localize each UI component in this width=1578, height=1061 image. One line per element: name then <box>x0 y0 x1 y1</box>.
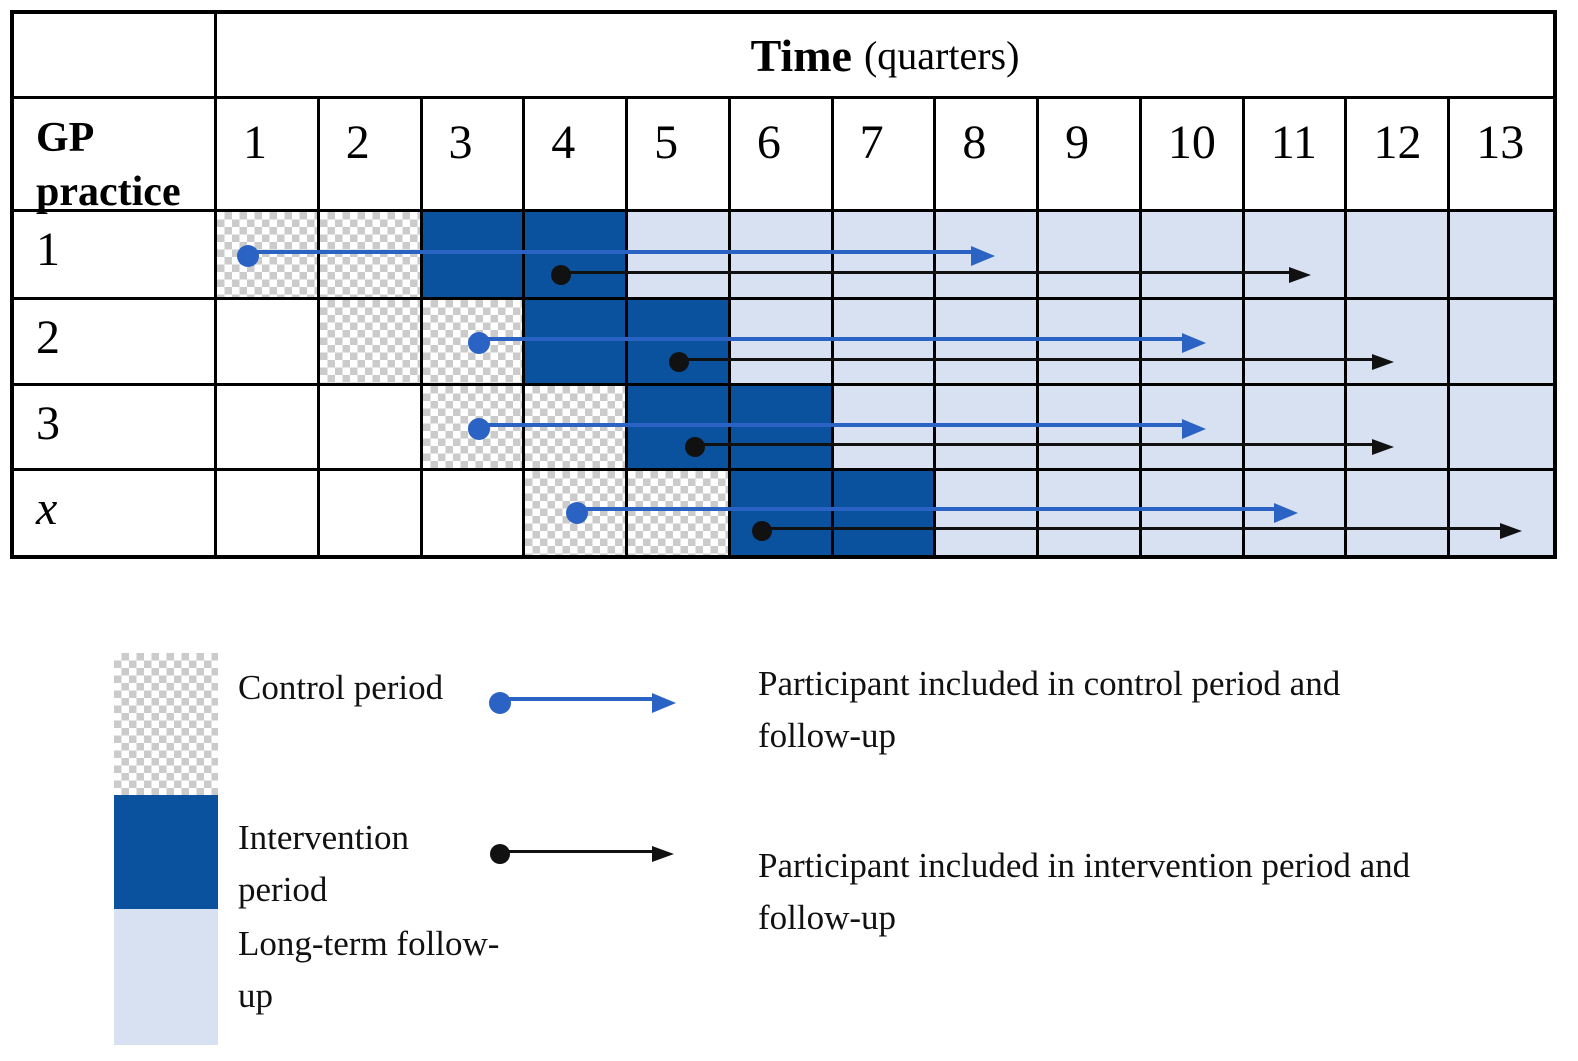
period-cell-2-q2 <box>319 300 423 386</box>
period-cell-1-q12 <box>1347 212 1451 300</box>
row-label-x: x <box>14 471 217 555</box>
period-cell-1-q6 <box>730 212 834 300</box>
period-cell-1-q1 <box>217 212 320 300</box>
period-cell-2-q9 <box>1039 300 1142 386</box>
period-cell-2-q13 <box>1450 300 1553 386</box>
period-cell-x-q3 <box>422 471 526 555</box>
period-cell-1-q11 <box>1244 212 1348 300</box>
row-label-3: 3 <box>14 386 217 471</box>
period-cell-1-q9 <box>1039 212 1142 300</box>
period-cell-3-q4 <box>525 386 629 471</box>
quarter-header-1: 1 <box>217 99 320 212</box>
period-cell-3-q6 <box>730 386 834 471</box>
period-cell-1-q13 <box>1450 212 1553 300</box>
quarter-header-7: 7 <box>833 99 937 212</box>
corner-cell <box>14 14 217 99</box>
period-cell-1-q10 <box>1141 212 1245 300</box>
long-term-follow-up-label: Long-term follow- up <box>238 918 499 1022</box>
period-cell-x-q12 <box>1347 471 1451 555</box>
period-cell-3-q8 <box>936 386 1040 471</box>
period-cell-x-q6 <box>730 471 834 555</box>
period-cell-3-q2 <box>319 386 423 471</box>
period-cell-x-q1 <box>217 471 320 555</box>
period-cell-2-q7 <box>833 300 937 386</box>
period-cell-3-q5 <box>628 386 731 471</box>
intervention-participant-description: Participant included in intervention per… <box>758 840 1458 944</box>
time-unit-label: (quarters) <box>863 32 1020 78</box>
period-cell-3-q3 <box>422 386 526 471</box>
quarter-header-4: 4 <box>525 99 629 212</box>
quarter-header-8: 8 <box>936 99 1040 212</box>
period-cell-2-q4 <box>525 300 629 386</box>
row-label-2: 2 <box>14 300 217 386</box>
control-period-label-line1: Control period <box>238 668 444 707</box>
intervention-period-swatch <box>114 795 218 909</box>
quarter-header-3: 3 <box>422 99 526 212</box>
quarter-header-12: 12 <box>1347 99 1451 212</box>
quarter-header-9: 9 <box>1039 99 1142 212</box>
period-cell-x-q7 <box>833 471 937 555</box>
control-participant-description-line2: follow-up <box>758 716 897 755</box>
period-cell-x-q2 <box>319 471 423 555</box>
row-label-1: 1 <box>14 212 217 300</box>
control-participant-description-line1: Participant included in control period a… <box>758 664 1341 703</box>
period-cell-3-q12 <box>1347 386 1451 471</box>
period-cell-x-q10 <box>1141 471 1245 555</box>
period-cell-1-q2 <box>319 212 423 300</box>
period-cell-3-q9 <box>1039 386 1142 471</box>
control-period-swatch <box>114 653 218 795</box>
long-term-follow-up-label-line2: up <box>238 976 273 1015</box>
gp-practice-header: GP practice <box>14 99 217 215</box>
period-cell-1-q4 <box>525 212 629 300</box>
period-cell-2-q1 <box>217 300 320 386</box>
long-term-follow-up-label-line1: Long-term follow- <box>238 924 500 963</box>
intervention-period-label: Intervention period <box>238 812 409 916</box>
period-cell-3-q1 <box>217 386 320 471</box>
control-period-label: Control period <box>238 662 443 714</box>
time-label: Time <box>750 29 852 81</box>
long-term-follow-up-swatch <box>114 909 218 1045</box>
period-cell-x-q5 <box>628 471 731 555</box>
period-cell-x-q13 <box>1450 471 1553 555</box>
period-cell-x-q8 <box>936 471 1040 555</box>
period-cell-3-q11 <box>1244 386 1348 471</box>
period-cell-3-q13 <box>1450 386 1553 471</box>
intervention-participant-description-line2: follow-up <box>758 898 897 937</box>
period-cell-x-q9 <box>1039 471 1142 555</box>
quarter-header-13: 13 <box>1450 99 1553 212</box>
quarter-header-11: 11 <box>1244 99 1348 212</box>
period-cell-2-q11 <box>1244 300 1348 386</box>
quarter-header-2: 2 <box>319 99 423 212</box>
quarter-header-6: 6 <box>730 99 834 212</box>
time-header: Time (quarters) <box>217 14 1553 99</box>
period-cell-1-q5 <box>628 212 731 300</box>
intervention-participant-description-line1: Participant included in intervention per… <box>758 846 1411 885</box>
period-cell-2-q8 <box>936 300 1040 386</box>
blue-participant-arrow-icon <box>489 692 676 714</box>
period-cell-3-q7 <box>833 386 937 471</box>
period-cell-1-q3 <box>422 212 526 300</box>
quarter-header-10: 10 <box>1141 99 1245 212</box>
black-participant-arrow-icon <box>490 844 674 864</box>
study-table: Time (quarters) GP practice 1 2 3 4 5 6 7 8 9 10 1… <box>10 10 1557 559</box>
quarter-header-5: 5 <box>628 99 731 212</box>
intervention-period-label-line1: Intervention <box>238 818 410 857</box>
period-cell-2-q12 <box>1347 300 1451 386</box>
intervention-period-label-line2: period <box>238 870 328 909</box>
period-cell-1-q7 <box>833 212 937 300</box>
control-participant-description: Participant included in control period a… <box>758 658 1458 762</box>
period-cell-2-q6 <box>730 300 834 386</box>
